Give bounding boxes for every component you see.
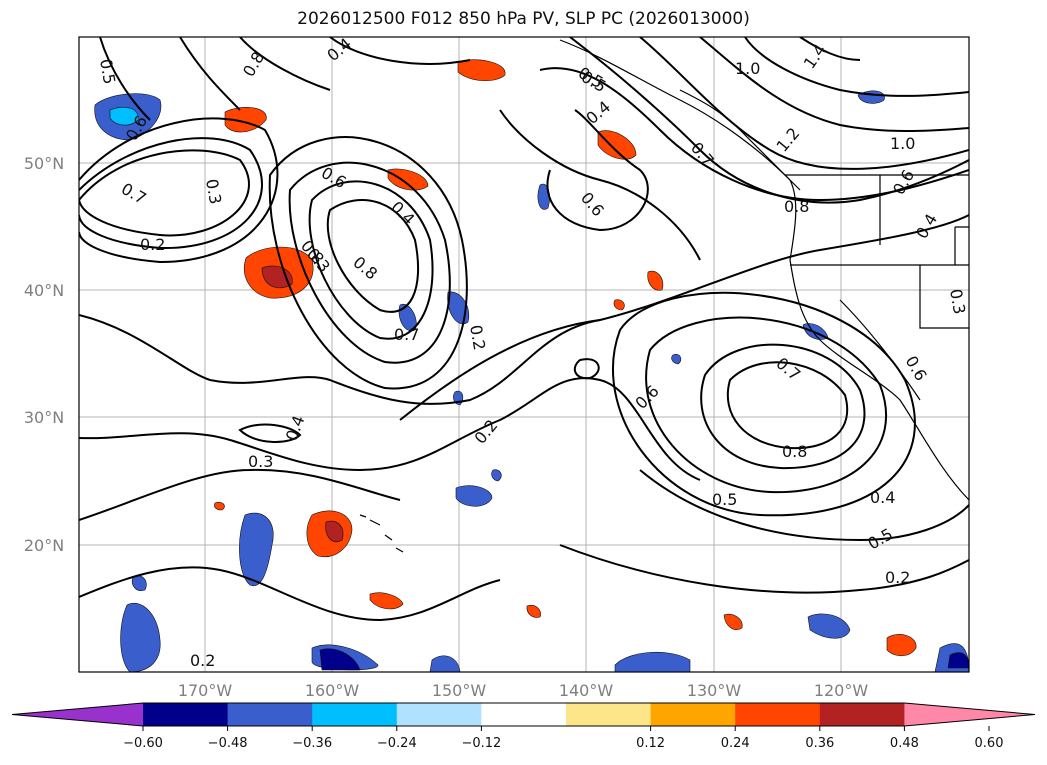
- colorbar-extend-min: [12, 703, 143, 726]
- colorbar-segment: [650, 703, 736, 726]
- colorbar: −0.60 −0.48 −0.36 −0.24 −0.12 0.12 0.24 0.36 0.4…: [11, 702, 1036, 751]
- contour-label: 0.4: [870, 488, 895, 507]
- contour-label: 0.3: [248, 452, 273, 471]
- colorbar-segment: [819, 703, 905, 726]
- coastlines: [359, 39, 969, 553]
- lat-label-50n: 50°N: [24, 154, 64, 173]
- colorbar-segment: [566, 703, 652, 726]
- contour-label: 0.2: [140, 235, 165, 254]
- contour-label: 0.2: [190, 651, 215, 670]
- colorbar-tick-label: −0.48: [208, 736, 248, 751]
- colorbar-tick-label: 0.60: [975, 736, 1004, 751]
- lon-label-120w: 120°W: [814, 681, 869, 700]
- contour-label: 0.8: [784, 197, 809, 216]
- lon-label-150w: 150°W: [432, 681, 487, 700]
- contour-label: 0.2: [466, 323, 489, 351]
- colorbar-segment: [143, 703, 229, 726]
- colorbar-tick-label: −0.60: [123, 736, 163, 751]
- colorbar-segment: [396, 703, 482, 726]
- colorbar-tick-label: 0.36: [805, 736, 834, 751]
- lat-label-40n: 40°N: [24, 281, 64, 300]
- colorbar-tick-label: 0.48: [890, 736, 919, 751]
- contour-label: 0.3: [202, 177, 225, 205]
- colorbar-segment: [481, 703, 567, 726]
- map-frame: [78, 36, 970, 673]
- colorbar-segment: [735, 703, 821, 726]
- lon-label-170w: 170°W: [178, 681, 233, 700]
- colorbar-tick-label: −0.12: [461, 736, 501, 751]
- contour-label: 0.7: [394, 325, 419, 344]
- colorbar-tick-label: −0.24: [377, 736, 417, 751]
- lat-label-20n: 20°N: [24, 536, 64, 555]
- lon-label-130w: 130°W: [687, 681, 742, 700]
- lon-label-140w: 140°W: [559, 681, 614, 700]
- map-title: 2026012500 F012 850 hPa PV, SLP PC (2026…: [297, 9, 750, 29]
- colorbar-tick-label: 0.24: [721, 736, 750, 751]
- slp-contours: [79, 37, 969, 622]
- gridlines: [79, 37, 969, 672]
- contour-label: 0.5: [712, 490, 737, 509]
- colorbar-tick-label: −0.36: [292, 736, 332, 751]
- contour-label: 1.0: [735, 59, 760, 78]
- pv-negative-areas: [94, 90, 969, 672]
- contour-label: 0.5: [96, 57, 119, 85]
- contour-label: 0.8: [782, 442, 807, 461]
- colorbar-extend-max: [904, 703, 1035, 726]
- colorbar-segment: [312, 703, 398, 726]
- lon-label-160w: 160°W: [305, 681, 360, 700]
- colorbar-tick-label: 0.12: [636, 736, 665, 751]
- contour-label: 1.0: [890, 134, 915, 153]
- map-background: [79, 37, 969, 672]
- lat-label-30n: 30°N: [24, 408, 64, 427]
- colorbar-segment: [227, 703, 313, 726]
- contour-label: 0.2: [885, 568, 910, 587]
- contour-label: 0.3: [946, 287, 969, 315]
